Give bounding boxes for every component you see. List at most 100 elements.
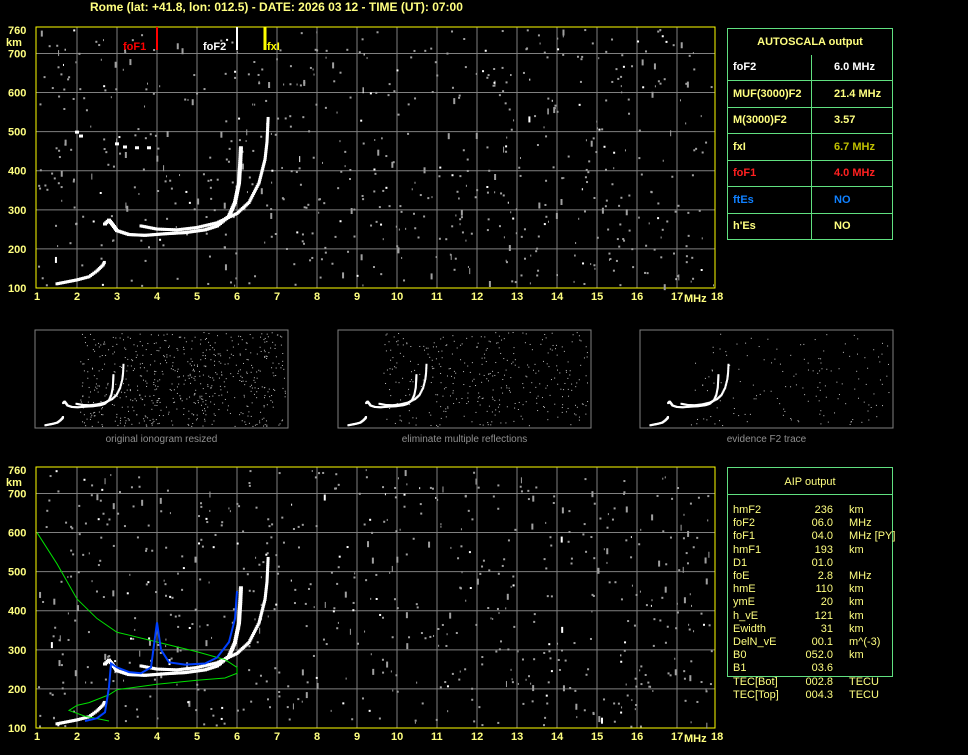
thumb-noise <box>166 333 168 335</box>
thumb-noise <box>264 337 266 339</box>
noise-echo <box>562 29 565 36</box>
thumb-noise <box>494 400 496 402</box>
thumb-noise <box>190 382 192 384</box>
noise-echo <box>546 56 549 59</box>
noise-echo <box>274 667 277 670</box>
thumb-trace <box>90 405 93 408</box>
noise-echo <box>177 572 179 575</box>
noise-echo <box>403 505 406 508</box>
noise-echo <box>207 179 210 182</box>
thumb-noise <box>165 406 167 408</box>
trace-point-E <box>102 700 106 704</box>
thumb-noise <box>708 376 710 378</box>
noise-echo <box>460 209 463 216</box>
noise-echo <box>116 138 118 145</box>
noise-echo <box>268 525 271 528</box>
trace-point-O <box>238 150 243 154</box>
thumb-trace <box>93 403 96 406</box>
aip-row: foE 2.8 MHz <box>733 570 889 583</box>
thumb-noise <box>208 333 210 335</box>
noise-echo <box>57 245 59 248</box>
noise-echo <box>335 473 338 476</box>
noise-echo <box>396 607 399 610</box>
thumb-trace <box>425 363 428 366</box>
noise-echo <box>574 689 577 692</box>
thumb-noise <box>90 333 92 335</box>
thumb-noise <box>868 419 870 421</box>
thumb-noise <box>522 404 524 406</box>
x-tick-label: 11 <box>431 291 443 303</box>
noise-echo <box>54 256 57 263</box>
noise-echo <box>197 688 200 691</box>
autoscala-row: ftEs NO <box>728 186 892 213</box>
aip-unit: km <box>849 543 864 556</box>
noise-echo <box>683 670 686 673</box>
thumb-noise <box>112 336 114 338</box>
thumb-noise <box>240 412 242 414</box>
noise-echo <box>659 82 662 85</box>
thumb-noise <box>477 342 479 344</box>
thumb-noise <box>103 343 105 345</box>
thumb-noise <box>517 408 519 410</box>
thumb-noise <box>486 378 488 380</box>
thumb-noise <box>210 387 212 389</box>
thumb-noise <box>98 346 100 348</box>
trace-point-E <box>69 279 73 283</box>
thumb-noise <box>213 349 215 351</box>
thumb-noise <box>820 423 822 425</box>
noise-echo <box>557 37 559 40</box>
noise-echo <box>664 641 667 644</box>
noise-echo <box>585 139 587 142</box>
thumb-noise <box>113 371 115 373</box>
x-tick-label: 3 <box>114 731 120 743</box>
thumb-noise <box>93 415 95 417</box>
thumb-noise <box>209 376 211 378</box>
thumb-noise <box>395 381 397 383</box>
trace-point-X <box>146 225 150 229</box>
noise-echo <box>188 626 191 629</box>
thumb-noise <box>431 366 433 368</box>
thumb-trace <box>713 399 716 402</box>
thumb-noise <box>272 341 274 343</box>
noise-echo <box>657 217 660 220</box>
noise-echo <box>78 504 81 507</box>
trace-point-X <box>260 168 264 172</box>
noise-echo <box>569 687 572 690</box>
aip-unit: MHz <box>849 570 872 583</box>
noise-echo <box>558 669 561 672</box>
thumb-noise <box>246 342 248 344</box>
trace-point-X <box>254 186 258 190</box>
thumb-noise <box>250 390 252 392</box>
trace-point-X <box>220 218 224 222</box>
thumb-noise <box>266 341 268 343</box>
noise-echo <box>51 693 54 696</box>
trace-point-X <box>193 226 197 230</box>
thumb-trace <box>688 404 691 407</box>
thumb-noise <box>259 370 261 372</box>
thumb-noise <box>145 380 147 382</box>
thumb-noise <box>267 336 269 338</box>
thumb-noise <box>81 333 83 335</box>
thumb-noise <box>188 377 190 379</box>
thumb-noise <box>194 402 196 404</box>
thumb-noise <box>487 424 489 426</box>
thumb-noise <box>119 422 121 424</box>
aip-unit <box>849 662 889 675</box>
noise-echo <box>618 245 621 248</box>
noise-echo <box>584 478 587 481</box>
noise-echo <box>265 99 268 102</box>
noise-echo <box>117 512 120 515</box>
noise-echo <box>65 521 68 524</box>
trace-point-X <box>143 225 147 229</box>
thumb-noise <box>547 419 549 421</box>
noise-echo <box>582 262 585 265</box>
noise-echo <box>39 187 42 190</box>
thumb-trace <box>84 405 87 408</box>
noise-echo <box>106 523 109 526</box>
thumb-noise <box>128 384 130 386</box>
thumb-noise <box>171 420 173 422</box>
noise-echo <box>195 709 198 712</box>
noise-echo <box>169 613 172 616</box>
trace-point-X <box>159 667 163 671</box>
thumb-noise <box>155 385 157 387</box>
